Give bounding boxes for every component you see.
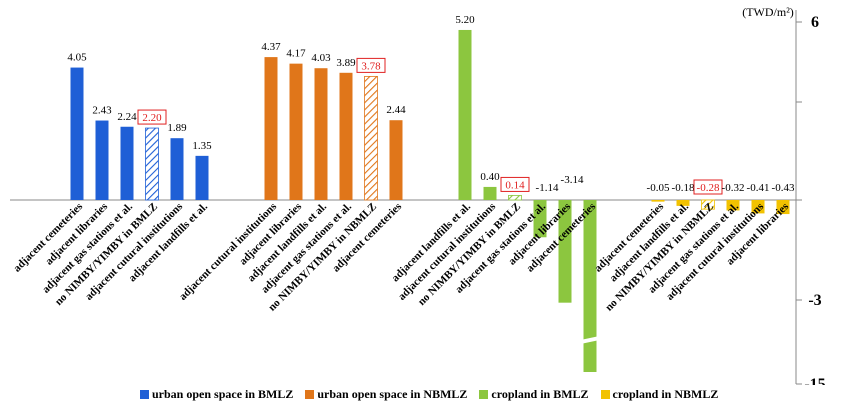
bar-2-5 [583, 200, 597, 372]
bar-1-0 [264, 57, 278, 201]
bar-3-4 [751, 200, 765, 214]
bar-0-3 [145, 127, 159, 201]
value-label: -0.32 [722, 182, 745, 194]
bars-layer [70, 29, 790, 372]
bar-0-1 [95, 120, 109, 200]
value-label: 4.03 [311, 52, 331, 64]
legend-swatch [305, 389, 315, 399]
value-label: 1.35 [192, 140, 212, 152]
bar-0-2 [120, 126, 134, 200]
legend-label: cropland in NBMLZ [612, 386, 719, 401]
bar-3-0 [651, 200, 665, 202]
bar-0-5 [195, 155, 209, 200]
category-label: no NIMBY/YIMBY in NBMLZ [603, 201, 716, 314]
category-label: adjacent cutural institutions [396, 200, 499, 303]
bar-2-2 [508, 195, 522, 201]
bar-0-4 [170, 138, 184, 200]
bar-3-5 [776, 200, 790, 215]
bar-2-1 [483, 186, 497, 200]
bar-1-5 [389, 120, 403, 200]
bar-1-1 [289, 63, 303, 201]
value-label: 3.78 [361, 60, 381, 72]
bar-3-2 [701, 199, 715, 210]
value-label: 2.24 [117, 111, 137, 123]
value-label: 5.20 [455, 14, 475, 26]
bar-3-1 [676, 200, 690, 206]
reference-value-box [137, 109, 167, 125]
value-label: 2.43 [92, 105, 112, 117]
legend-label: urban open space in NBMLZ [317, 386, 468, 401]
legend-item: cropland in NBMLZ [600, 386, 719, 402]
reference-value-box [693, 179, 723, 195]
value-label: -0.28 [697, 182, 720, 194]
legend-item: urban open space in BMLZ [140, 387, 293, 402]
bar-1-2 [314, 68, 328, 201]
reference-value-box [500, 176, 530, 192]
y-tick-label: -15 [804, 376, 825, 385]
bar-2-4 [558, 200, 572, 303]
value-label: -3.14 [561, 174, 584, 186]
unit-label: (TWD/m²) [742, 5, 794, 19]
value-label: 0.14 [505, 179, 525, 191]
legend: urban open space in BMLZ urban open space… [140, 386, 718, 402]
legend-item: urban open space in NBMLZ [305, 387, 467, 402]
axis-break-mark [580, 336, 600, 344]
value-label: -0.05 [647, 182, 670, 194]
bar-1-3 [339, 72, 353, 200]
legend-item: cropland in BMLZ [479, 386, 589, 402]
bar-2-0 [458, 29, 472, 201]
value-label: 4.05 [67, 52, 87, 64]
bar-1-4 [364, 75, 378, 201]
legend-label: cropland in BMLZ [491, 386, 589, 401]
y-tick-label: -3 [808, 292, 821, 309]
legend-label: urban open space in BMLZ [152, 386, 294, 401]
value-label: -1.14 [536, 182, 559, 194]
bar-2-3 [533, 200, 547, 238]
value-label: 0.40 [480, 171, 500, 183]
value-label: 2.20 [142, 112, 162, 124]
legend-swatch [140, 389, 149, 399]
value-label: 4.17 [286, 48, 306, 60]
value-label: 3.89 [336, 57, 356, 69]
reference-value-box [356, 57, 386, 73]
bar-3-3 [726, 200, 740, 211]
value-label: -0.43 [772, 182, 795, 194]
value-label: -0.18 [672, 182, 695, 194]
value-label: 4.37 [261, 41, 281, 53]
value-label: 2.44 [386, 104, 406, 116]
value-label: -0.41 [747, 182, 770, 194]
legend-swatch [479, 389, 489, 399]
legend-swatch [600, 389, 610, 399]
category-label: no NIMBY/YIMBY in BMLZ [416, 201, 523, 308]
bar-0-0 [70, 67, 84, 200]
y-tick-label: 6 [811, 14, 819, 31]
value-label: 1.89 [167, 122, 187, 134]
